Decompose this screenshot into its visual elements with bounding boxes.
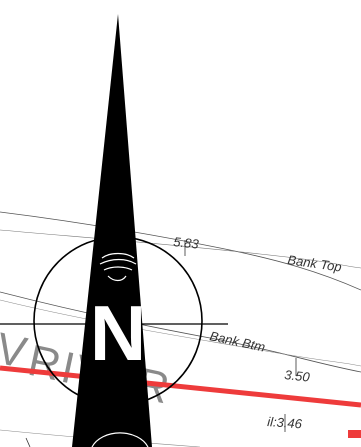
invert-level-label: il:3.46 [267, 414, 303, 431]
north-letter: N [90, 289, 146, 377]
bank-btm-label: Bank Btm [208, 328, 266, 354]
bank-top-line [0, 211, 361, 291]
bank-top-label: Bank Top [287, 252, 343, 274]
upper-contour-line [0, 229, 361, 269]
north-arrow-icon: N [0, 14, 228, 447]
level-label-3-50: 3.50 [284, 367, 311, 385]
pipe-line [0, 365, 361, 408]
bank-btm-line [0, 291, 361, 373]
pipe-end-marker [348, 430, 361, 438]
level-label-5-83: 5.83 [173, 234, 200, 252]
lower-contour-line [0, 299, 361, 367]
leader-tick [25, 437, 31, 447]
squiggle-icon [99, 252, 137, 282]
